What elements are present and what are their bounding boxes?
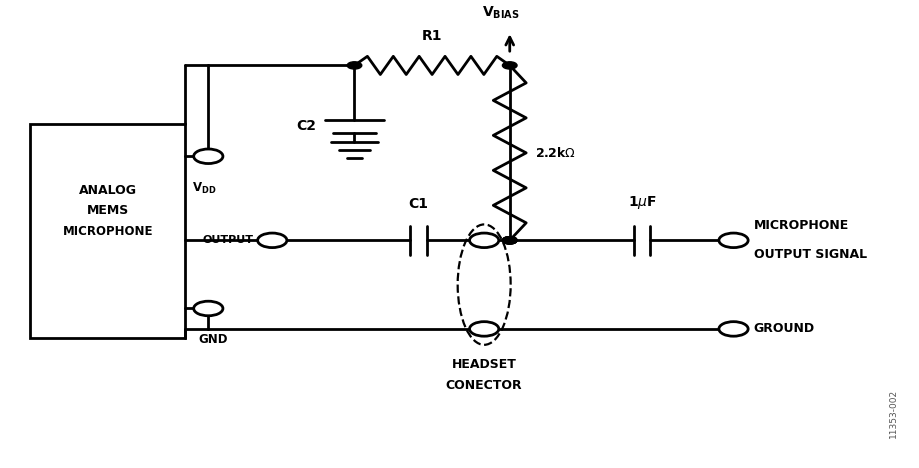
Text: MEMS: MEMS — [86, 205, 129, 217]
Circle shape — [503, 237, 517, 244]
Bar — [30, 124, 186, 338]
Circle shape — [194, 149, 223, 163]
Text: GND: GND — [199, 334, 228, 346]
Circle shape — [194, 301, 223, 316]
Circle shape — [470, 322, 499, 336]
Text: C2: C2 — [296, 119, 316, 133]
Text: OUTPUT SIGNAL: OUTPUT SIGNAL — [754, 249, 867, 261]
Text: 11353-002: 11353-002 — [889, 389, 898, 438]
Text: HEADSET: HEADSET — [452, 358, 516, 372]
Circle shape — [719, 233, 748, 248]
Text: C1: C1 — [408, 197, 428, 211]
Text: OUTPUT: OUTPUT — [203, 235, 254, 245]
Text: CONECTOR: CONECTOR — [446, 379, 523, 392]
Text: R1: R1 — [422, 29, 442, 43]
Circle shape — [257, 233, 287, 248]
Circle shape — [503, 237, 517, 244]
Text: V$_{\mathregular{BIAS}}$: V$_{\mathregular{BIAS}}$ — [482, 5, 519, 22]
Circle shape — [719, 322, 748, 336]
Text: MICROPHONE: MICROPHONE — [62, 225, 153, 238]
Text: 2.2k$\Omega$: 2.2k$\Omega$ — [535, 146, 576, 160]
Text: 1$\mu$F: 1$\mu$F — [628, 194, 656, 211]
Circle shape — [503, 62, 517, 69]
Text: MICROPHONE: MICROPHONE — [754, 219, 849, 232]
Text: GROUND: GROUND — [754, 322, 815, 336]
Circle shape — [503, 237, 517, 244]
Circle shape — [503, 237, 517, 244]
Text: V$_{\mathregular{DD}}$: V$_{\mathregular{DD}}$ — [191, 181, 216, 197]
Text: ANALOG: ANALOG — [79, 184, 137, 197]
Circle shape — [470, 233, 499, 248]
Circle shape — [347, 62, 362, 69]
